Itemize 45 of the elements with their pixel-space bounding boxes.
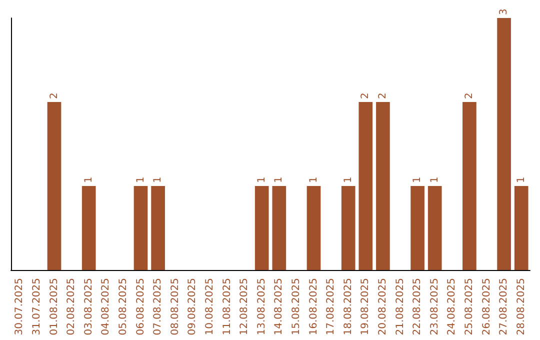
x-tick-label: 12.08.2025 [239, 278, 250, 336]
data-label: 1 [274, 176, 285, 183]
data-label: 1 [516, 176, 527, 183]
x-tick-label: 02.08.2025 [66, 278, 78, 336]
x-tick-label: 08.08.2025 [170, 278, 181, 336]
x-tick-label: 23.08.2025 [429, 278, 440, 336]
x-tick-label: 20.08.2025 [377, 278, 388, 336]
data-label: 1 [152, 176, 164, 183]
x-tick-label: 25.08.2025 [464, 278, 475, 336]
x-tick-label: 06.08.2025 [135, 278, 146, 336]
x-tick-label: 18.08.2025 [342, 278, 354, 336]
data-label: 1 [83, 176, 94, 183]
data-label: 2 [464, 92, 475, 99]
data-label: 1 [256, 176, 268, 183]
x-tick-label: 14.08.2025 [274, 278, 285, 336]
x-tick-label: 21.08.2025 [394, 278, 406, 336]
x-tick-label: 22.08.2025 [412, 278, 424, 336]
x-tick-label: 13.08.2025 [256, 278, 268, 336]
data-label: 3 [498, 8, 510, 15]
data-label: 1 [429, 176, 440, 183]
x-tick-label: 10.08.2025 [204, 278, 216, 336]
x-tick-label: 27.08.2025 [498, 278, 510, 336]
x-tick-label: 26.08.2025 [481, 278, 492, 336]
x-tick-label: 30.07.2025 [14, 278, 26, 336]
x-tick-label: 09.08.2025 [187, 278, 198, 336]
x-tick-label: 24.08.2025 [446, 278, 458, 336]
x-tick-label: 28.08.2025 [516, 278, 527, 336]
data-label: 1 [135, 176, 146, 183]
x-tick-label: 04.08.2025 [100, 278, 112, 336]
x-tick-label: 15.08.2025 [290, 278, 302, 336]
data-label: 1 [308, 176, 320, 183]
x-tick-label: 07.08.2025 [152, 278, 164, 336]
data-label: 2 [48, 92, 60, 99]
x-tick-label: 16.08.2025 [308, 278, 320, 336]
data-label: 2 [377, 92, 388, 99]
x-tick-label: 17.08.2025 [326, 278, 337, 336]
x-tick-label: 19.08.2025 [360, 278, 372, 336]
x-tick-label: 31.07.2025 [31, 278, 42, 336]
x-tick-label: 11.08.2025 [222, 278, 233, 336]
x-tick-label: 03.08.2025 [83, 278, 94, 336]
x-tick-label: 05.08.2025 [118, 278, 129, 336]
data-label: 1 [412, 176, 424, 183]
x-tick-label: 01.08.2025 [48, 278, 60, 336]
data-label: 2 [360, 92, 372, 99]
data-label: 1 [342, 176, 354, 183]
